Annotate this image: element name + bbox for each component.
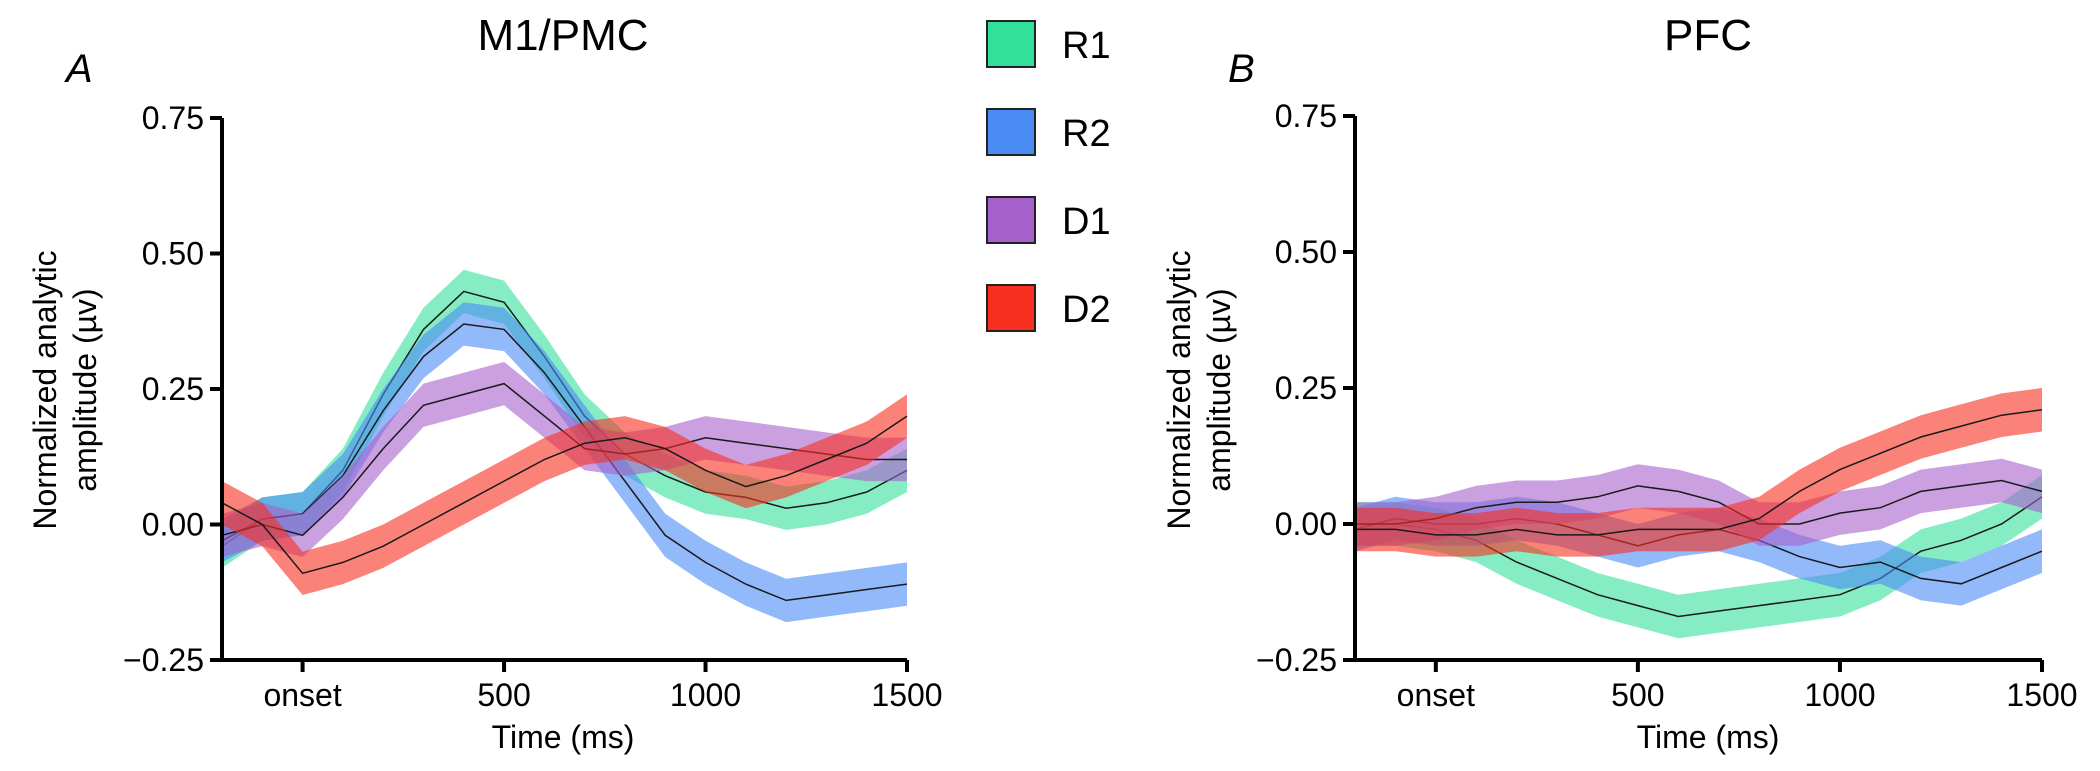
- series-band-r2: [222, 302, 907, 623]
- series-line-d2: [1355, 409, 2043, 536]
- x-tick-label: onset: [1397, 677, 1475, 713]
- x-tick-label: 1000: [1804, 677, 1875, 713]
- y-axis-label-line1: Normalized analytic: [27, 250, 63, 529]
- x-axis-label: Time (ms): [1637, 719, 1780, 755]
- chart-panel-a: A M1/PMC 0.75 0.50 0.25 0.00 −0.25 onset 500 10…: [27, 11, 943, 755]
- series-band-r1: [1355, 475, 2042, 639]
- x-tick-label: 500: [1611, 677, 1664, 713]
- legend-label-r1: R1: [1062, 25, 1111, 67]
- panel-letter: A: [64, 47, 93, 91]
- series-band-d2: [222, 394, 907, 595]
- y-tick-label: −0.25: [123, 642, 204, 678]
- legend-item-d1: D1: [986, 196, 1111, 244]
- y-tick-label: 0.75: [1275, 98, 1337, 134]
- y-tick-label: 0.25: [142, 371, 204, 407]
- y-axis-label-line2: amplitude (µv): [1201, 288, 1237, 491]
- x-tick-label: 1000: [670, 677, 741, 713]
- panel-letter: B: [1228, 47, 1255, 91]
- x-tick-label: 1500: [871, 677, 942, 713]
- y-tick-label: 0.50: [1275, 234, 1337, 270]
- series-layer: [221, 269, 908, 623]
- legend-item-d2: D2: [986, 284, 1111, 332]
- legend-swatch-d2: [986, 284, 1036, 332]
- chart-panel-b: B PFC 0.75 0.50 0.25 0.00 −0.25 onset 500 1000 1…: [1161, 11, 2078, 755]
- y-tick-label: 0.00: [142, 507, 204, 543]
- series-line-d1: [1355, 479, 2043, 525]
- y-tick-label: −0.25: [1256, 642, 1337, 678]
- series-band-d1: [1355, 458, 2042, 546]
- legend-label-r2: R2: [1062, 113, 1111, 155]
- legend-swatch-r2: [986, 108, 1036, 156]
- x-tick-label: 1500: [2006, 677, 2077, 713]
- legend-item-r2: R2: [986, 108, 1111, 156]
- y-tick-label: 0.75: [142, 100, 204, 136]
- ticks-layer: 0.75 0.50 0.25 0.00 −0.25 onset 500 1000 1500: [1256, 98, 2078, 713]
- chart-title: M1/PMC: [477, 11, 648, 60]
- legend-item-r1: R1: [986, 20, 1111, 68]
- x-axis-label: Time (ms): [492, 719, 635, 755]
- legend-swatch-d1: [986, 196, 1036, 244]
- series-layer: [1354, 388, 2043, 639]
- y-axis-label-line2: amplitude (µv): [67, 288, 103, 491]
- x-tick-label: 500: [477, 677, 530, 713]
- legend-label-d1: D1: [1062, 201, 1111, 243]
- y-tick-label: 0.25: [1275, 370, 1337, 406]
- legend-label-d2: D2: [1062, 289, 1111, 331]
- x-tick-label: onset: [263, 677, 341, 713]
- chart-title: PFC: [1664, 11, 1752, 60]
- series-line-d2: [221, 415, 908, 575]
- series-band-d2: [1355, 388, 2042, 557]
- legend-swatch-r1: [986, 20, 1036, 68]
- legend: R1 R2 D1 D2: [986, 20, 1111, 332]
- y-tick-label: 0.00: [1275, 506, 1337, 542]
- y-tick-label: 0.50: [142, 236, 204, 272]
- y-axis-label-line1: Normalized analytic: [1161, 250, 1197, 529]
- ticks-layer: 0.75 0.50 0.25 0.00 −0.25 onset 500 1000 1500: [123, 100, 943, 713]
